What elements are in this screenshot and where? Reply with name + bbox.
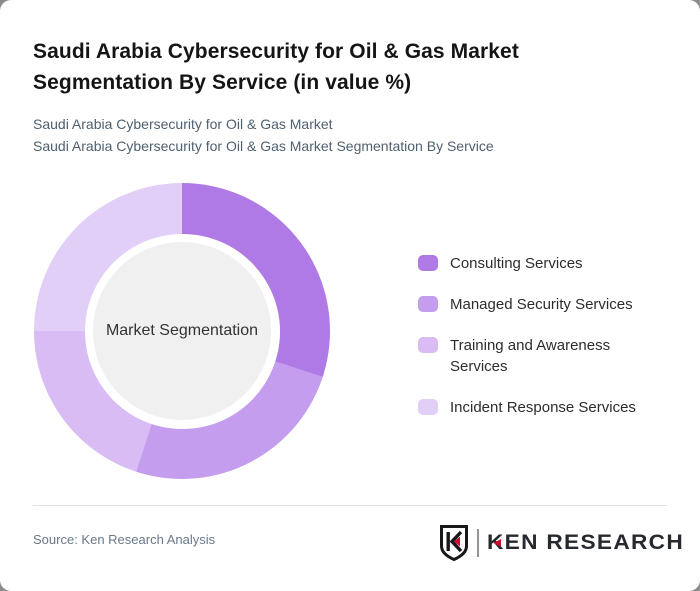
legend-item: Training and Awareness Services (418, 335, 650, 377)
subtitle-line-2: Saudi Arabia Cybersecurity for Oil & Gas… (33, 138, 494, 154)
logo-brand-label: KEN RESEARCH (486, 531, 684, 554)
logo-k-triangle-icon (493, 538, 501, 547)
legend-label: Managed Security Services (450, 296, 633, 313)
logo-shield-icon (439, 525, 468, 562)
legend-item: Consulting Services (418, 253, 650, 274)
legend-item: Incident Response Services (418, 397, 650, 418)
legend-swatch-icon (418, 255, 438, 271)
source-text: Source: Ken Research Analysis (33, 532, 216, 547)
donut-center-circle: Market Segmentation (93, 242, 271, 420)
legend-label: Training and Awareness Services (450, 337, 611, 375)
logo-divider (476, 529, 479, 557)
legend-label: Incident Response Services (450, 399, 636, 416)
subtitle-line-1: Saudi Arabia Cybersecurity for Oil & Gas… (33, 116, 333, 132)
legend-item: Managed Security Services (418, 294, 650, 315)
legend-swatch-icon (418, 399, 438, 415)
donut-hole: Market Segmentation (84, 233, 280, 429)
logo-brand-text: KEN RESEARCH (487, 531, 684, 555)
legend-label: Consulting Services (450, 255, 583, 272)
chart-subtitle: Saudi Arabia Cybersecurity for Oil & Gas… (33, 113, 667, 157)
donut-center-label: Market Segmentation (105, 322, 259, 339)
chart-legend: Consulting Services Managed Security Ser… (418, 253, 650, 418)
donut-chart: Market Segmentation (34, 183, 330, 479)
page-title: Saudi Arabia Cybersecurity for Oil & Gas… (33, 40, 519, 94)
legend-swatch-icon (418, 337, 438, 353)
ken-research-logo: KEN RESEARCH (439, 523, 682, 563)
legend-swatch-icon (418, 296, 438, 312)
footer-divider (33, 505, 667, 506)
